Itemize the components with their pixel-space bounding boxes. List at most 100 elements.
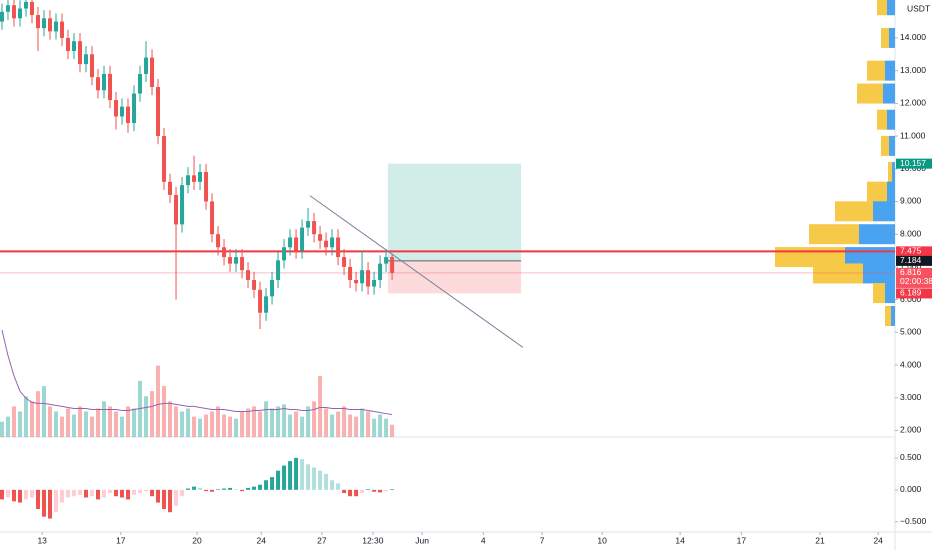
macd-bar <box>258 484 263 490</box>
profile-down <box>891 305 895 326</box>
candle-body <box>258 289 263 313</box>
volume-bar <box>378 414 383 437</box>
macd-bar <box>29 489 34 498</box>
volume-bar <box>29 401 34 437</box>
volume-bar <box>354 416 359 437</box>
macd-bar <box>294 457 299 490</box>
macd-bar <box>372 489 377 492</box>
macd-bar <box>174 489 179 506</box>
macd-bar <box>23 489 28 500</box>
volume-bar <box>204 414 209 437</box>
x-tick-label: 14 <box>675 535 685 545</box>
candle-body <box>77 41 82 65</box>
price-badge-label: 6.816 <box>900 267 922 277</box>
volume-bar <box>264 401 269 437</box>
candle-body <box>204 172 209 202</box>
x-tick-label: 17 <box>116 535 126 545</box>
macd-bar <box>126 489 131 500</box>
candle-body <box>372 279 377 287</box>
volume-bar <box>108 406 113 437</box>
macd-bar <box>300 459 305 490</box>
x-tick-label: 20 <box>192 535 202 545</box>
candle-body <box>23 1 28 9</box>
candle-body <box>120 106 125 117</box>
volume-bar <box>366 411 371 437</box>
macd-bar <box>168 489 173 513</box>
price-badge <box>896 267 932 288</box>
candle-body <box>288 237 293 248</box>
candle-body <box>300 227 305 251</box>
macd-bar <box>41 489 46 517</box>
x-tick-label: 7 <box>540 535 545 545</box>
profile-down <box>889 135 895 156</box>
volume-bar <box>294 411 299 437</box>
price-badge-label: 6.189 <box>900 288 922 298</box>
macd-bar <box>90 489 95 497</box>
macd-bar <box>240 489 245 492</box>
macd-bar <box>234 489 239 490</box>
candle-body <box>5 5 10 12</box>
profile-up <box>881 135 889 156</box>
macd-bar <box>71 489 76 497</box>
macd-bar <box>77 489 82 495</box>
macd-bar <box>324 473 329 490</box>
candle-body <box>210 201 215 235</box>
candle-body <box>306 221 311 228</box>
macd-bar <box>59 489 64 503</box>
x-tick-label: 10 <box>597 535 607 545</box>
profile-up <box>813 263 863 284</box>
volume-bar <box>372 418 377 437</box>
candle-body <box>59 21 64 38</box>
candle-body <box>240 257 245 271</box>
y-tick-label: 5.000 <box>900 327 922 337</box>
candle-body <box>138 73 143 94</box>
volume-bar <box>186 408 191 437</box>
macd-bar <box>156 489 161 503</box>
candle-body <box>270 279 275 297</box>
volume-bar <box>216 406 221 437</box>
volume-bar <box>342 406 347 437</box>
volume-bar <box>71 414 76 437</box>
profile-up <box>885 305 891 326</box>
candle-body <box>41 18 46 29</box>
macd-bar <box>35 489 40 509</box>
volume-bar <box>150 391 155 437</box>
candle-body <box>180 185 185 225</box>
candle-body <box>96 77 101 91</box>
macd-bar <box>114 489 119 497</box>
candle-body <box>144 57 149 74</box>
candle-body <box>234 257 239 264</box>
macd-bar <box>138 489 143 494</box>
macd-bar <box>102 489 107 498</box>
profile-up <box>888 162 892 183</box>
macd-bar <box>222 488 227 490</box>
volume-bar <box>258 411 263 437</box>
profile-down <box>887 181 895 202</box>
profile-down <box>887 0 895 16</box>
macd-bar <box>252 486 257 490</box>
volume-bar <box>384 418 389 437</box>
price-badge <box>896 288 932 299</box>
unit-label: USDT <box>907 3 930 13</box>
candle-body <box>150 57 155 88</box>
y-tick-label: 7.000 <box>900 261 922 271</box>
x-tick-label: 13 <box>37 535 47 545</box>
candle-body <box>228 257 233 264</box>
macd-bar <box>360 489 365 494</box>
macd-bar <box>306 464 311 490</box>
profile-down <box>859 224 895 245</box>
y-tick-label: 2.000 <box>900 425 922 435</box>
macd-bar <box>288 461 293 490</box>
candle-body <box>29 1 34 16</box>
volume-bar <box>84 411 89 437</box>
volume-bar <box>41 386 46 437</box>
volume-bar <box>312 401 317 437</box>
profile-up <box>877 0 887 16</box>
macd-bar <box>150 489 155 497</box>
candle-body <box>282 247 287 261</box>
target-zone <box>387 163 522 261</box>
candle-body <box>35 15 40 29</box>
candle-body <box>198 172 203 182</box>
candle-body <box>126 106 131 123</box>
candle-body <box>336 237 341 258</box>
